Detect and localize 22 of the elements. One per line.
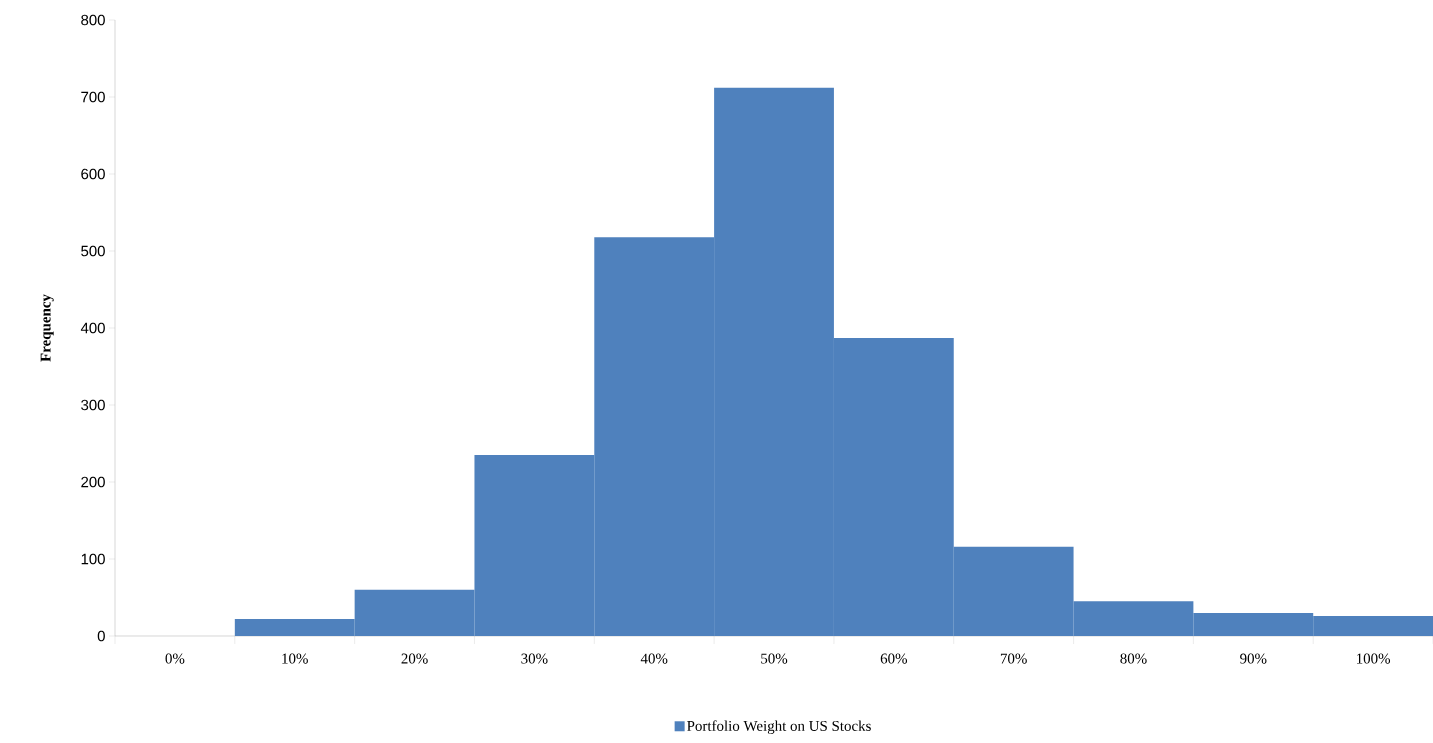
- x-tick-label: 0%: [165, 653, 185, 664]
- y-tick-label: 200: [81, 476, 105, 488]
- x-tick-label: 50%: [761, 653, 788, 664]
- x-tick-label: 30%: [521, 653, 548, 664]
- y-axis-title: Frequency: [40, 294, 54, 362]
- x-tick-label: 20%: [401, 653, 428, 664]
- y-tick-label: 400: [80, 322, 105, 334]
- y-tick-label: 0: [97, 630, 105, 642]
- y-tick-label: 500: [81, 245, 105, 257]
- y-tick-label: 800: [81, 14, 105, 26]
- y-tick-label: 700: [81, 91, 105, 103]
- x-tick-label: 100%: [1357, 653, 1391, 664]
- legend-label: Portfolio Weight on US Stocks: [687, 720, 871, 735]
- x-tick-label: 80%: [1120, 653, 1147, 664]
- y-tick-label: 100: [81, 553, 105, 565]
- x-tick-label: 90%: [1240, 653, 1267, 664]
- x-tick-label: 40%: [640, 653, 668, 664]
- y-tick-label: 300: [81, 399, 105, 411]
- x-tick-label: 10%: [282, 653, 308, 664]
- x-tick-label: 60%: [880, 653, 908, 664]
- y-tick-label: 600: [81, 168, 105, 180]
- x-tick-label: 70%: [1000, 653, 1027, 664]
